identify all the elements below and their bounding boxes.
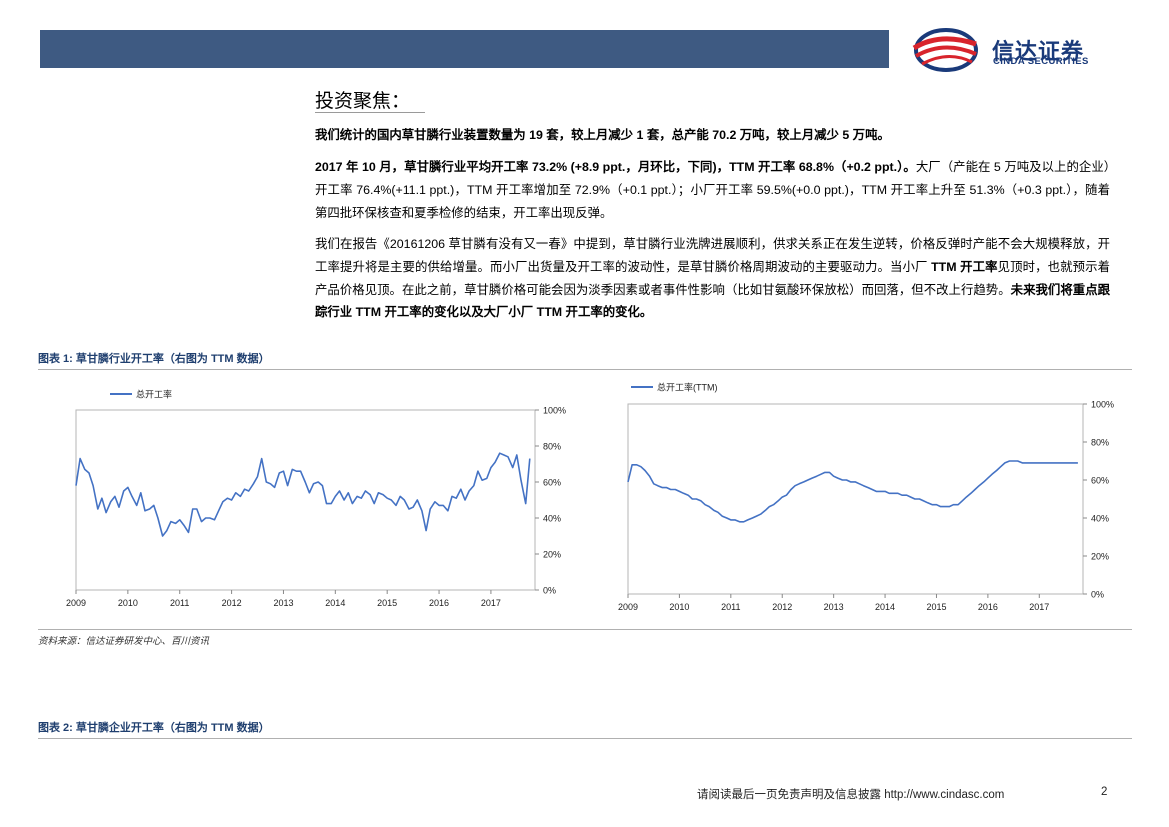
y-tick-label: 20% bbox=[1091, 552, 1109, 562]
y-tick-label: 80% bbox=[1091, 438, 1109, 448]
paragraph-outlook: 我们在报告《20161206 草甘膦有没有又一春》中提到，草甘膦行业洗牌进展顺利… bbox=[315, 233, 1110, 324]
x-tick-label: 2009 bbox=[618, 602, 638, 612]
y-tick-label: 80% bbox=[543, 442, 561, 452]
chart-right: 0% 20% 40% 60% 80% 100% 2009 2010 2011 2012 2013 20… bbox=[618, 382, 1114, 613]
series-line bbox=[627, 460, 1078, 523]
paragraph-outlook-part-d: 未来我们将重点跟踪行业 TTM 开工率的变化以及大厂小厂 TTM 开工率的变化。 bbox=[315, 282, 1111, 320]
figure1-source: 资料来源：信达证券研发中心、百川资讯 bbox=[38, 636, 210, 647]
chart-left: 0% 20% 40% 60% 80% 100% 2009 2010 2011 2012 2013 20… bbox=[66, 389, 566, 609]
y-tick-label: 100% bbox=[543, 406, 566, 416]
footer-disclaimer: 请阅读最后一页免责声明及信息披露 http://www.cindasc.com bbox=[697, 789, 1005, 801]
x-tick-label: 2017 bbox=[481, 598, 501, 608]
logo-english-name: CINDA SECURITIES bbox=[993, 56, 1089, 67]
legend-label: 总开工率 bbox=[136, 389, 172, 400]
figure2-rule bbox=[38, 738, 1132, 739]
series-line bbox=[75, 452, 531, 537]
paragraph-outlook-part-b: TTM 开工率 bbox=[931, 259, 998, 274]
x-tick-label: 2015 bbox=[377, 598, 397, 608]
x-tick-label: 2009 bbox=[66, 598, 86, 608]
y-tick-label: 40% bbox=[543, 514, 561, 524]
x-tick-label: 2017 bbox=[1029, 602, 1049, 612]
page-number: 2 bbox=[1101, 786, 1108, 798]
y-tick-label: 100% bbox=[1091, 400, 1114, 410]
figure1-bottom-rule bbox=[38, 629, 1132, 630]
x-tick-label: 2013 bbox=[273, 598, 293, 608]
paragraph-utilization-lead: 2017 年 10 月，草甘膦行业平均开工率 73.2% (+8.9 ppt.，… bbox=[315, 160, 916, 174]
x-tick-label: 2012 bbox=[222, 598, 242, 608]
x-tick-label: 2016 bbox=[978, 602, 998, 612]
y-tick-label: 0% bbox=[1091, 590, 1104, 600]
figure1-rule bbox=[38, 369, 1132, 370]
x-tick-label: 2014 bbox=[875, 602, 895, 612]
plot-frame bbox=[75, 409, 536, 591]
paragraph-outlook-part-c: 见顶时，也就预示着产品价格见顶。在此之前，草甘膦价格可能会因为淡季因素或者事件性… bbox=[315, 259, 1110, 297]
header-bar bbox=[40, 30, 889, 68]
x-tick-label: 2012 bbox=[772, 602, 792, 612]
section-title: 投资聚焦： bbox=[315, 90, 411, 112]
title-underline bbox=[315, 112, 425, 113]
x-tick-label: 2013 bbox=[824, 602, 844, 612]
y-tick-label: 60% bbox=[1091, 476, 1109, 486]
paragraph-outlook-part-a: 我们在报告《20161206 草甘膦有没有又一春》中提到，草甘膦行业洗牌进展顺利… bbox=[315, 237, 1110, 274]
logo-chinese-name: 信达证券 bbox=[992, 40, 1085, 65]
paragraph-utilization: 2017 年 10 月，草甘膦行业平均开工率 73.2% (+8.9 ppt.，… bbox=[315, 156, 1110, 224]
x-tick-label: 2014 bbox=[325, 598, 345, 608]
x-tick-label: 2016 bbox=[429, 598, 449, 608]
figure1-title: 图表 1: 草甘膦行业开工率（右图为 TTM 数据） bbox=[38, 353, 270, 365]
y-tick-label: 60% bbox=[543, 478, 561, 488]
x-tick-label: 2011 bbox=[721, 602, 740, 612]
x-tick-label: 2010 bbox=[669, 602, 689, 612]
paragraph-utilization-body: 大厂（产能在 5 万吨及以上的企业）开工率 76.4%(+11.1 ppt.)，… bbox=[315, 160, 1110, 220]
y-tick-label: 20% bbox=[543, 550, 561, 560]
x-tick-label: 2015 bbox=[926, 602, 946, 612]
paragraph-capacity: 我们统计的国内草甘膦行业装置数量为 19 套，较上月减少 1 套，总产能 70.… bbox=[315, 128, 890, 142]
x-tick-label: 2011 bbox=[170, 598, 189, 608]
x-tick-label: 2010 bbox=[118, 598, 138, 608]
plot-frame bbox=[627, 403, 1084, 595]
y-tick-label: 40% bbox=[1091, 514, 1109, 524]
y-tick-label: 0% bbox=[543, 586, 556, 596]
legend-label: 总开工率(TTM) bbox=[657, 382, 718, 393]
figure2-title: 图表 2: 草甘膦企业开工率（右图为 TTM 数据） bbox=[38, 722, 270, 734]
cinda-logo-icon bbox=[912, 28, 978, 72]
